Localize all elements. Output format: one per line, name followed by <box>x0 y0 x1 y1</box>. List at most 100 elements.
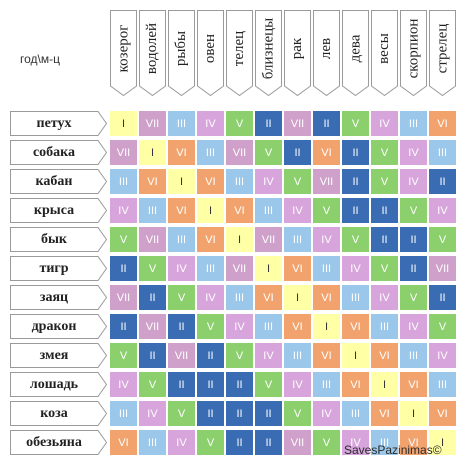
grid-cell: VII <box>110 285 137 310</box>
tab-shape <box>197 10 224 96</box>
grid-cell: V <box>255 140 282 165</box>
grid-cell: IV <box>313 401 340 426</box>
grid-cell: II <box>110 314 137 339</box>
grid-cell: II <box>371 198 398 223</box>
grid-cell: II <box>226 401 253 426</box>
grid-cell: II <box>168 372 195 397</box>
grid-cell: V <box>429 314 456 339</box>
grid-cell: V <box>139 256 166 281</box>
grid-cell: VI <box>110 430 137 455</box>
tab-shape <box>371 10 398 96</box>
grid-cell: V <box>429 227 456 252</box>
grid-cell: III <box>255 314 282 339</box>
animal-label: собака <box>32 144 76 160</box>
animal-header: лошадь <box>10 372 107 397</box>
tab-shape <box>429 10 456 96</box>
grid-cell: III <box>197 256 224 281</box>
grid-cell: III <box>226 169 253 194</box>
grid-cell: I <box>197 198 224 223</box>
grid-cell: IV <box>429 343 456 368</box>
grid-cell: VI <box>284 256 311 281</box>
tab-shape <box>10 169 107 194</box>
grid-cell: IV <box>197 285 224 310</box>
animal-header: змея <box>10 343 107 368</box>
grid-cell: VI <box>313 343 340 368</box>
grid-cell: V <box>284 169 311 194</box>
animal-label: тигр <box>39 260 69 276</box>
grid-cell: V <box>110 343 137 368</box>
zodiac-header: рыбы <box>168 10 195 96</box>
grid-cell: I <box>168 169 195 194</box>
grid-cell: II <box>139 343 166 368</box>
grid-cell: II <box>255 111 282 136</box>
grid-cell: II <box>400 227 427 252</box>
tab-shape <box>400 10 427 96</box>
grid-cell: VI <box>197 227 224 252</box>
zodiac-header: близнецы <box>255 10 282 96</box>
grid-cell: VII <box>110 140 137 165</box>
zodiac-label: лев <box>317 37 334 59</box>
grid-cell: V <box>342 111 369 136</box>
animal-header: крыса <box>10 198 107 223</box>
zodiac-header: стрелец <box>429 10 456 96</box>
animal-label: дракон <box>31 318 77 334</box>
grid-cell: I <box>342 343 369 368</box>
tab-shape <box>342 10 369 96</box>
grid-cell: V <box>371 256 398 281</box>
animal-header: петух <box>10 111 107 136</box>
grid-cell: V <box>139 372 166 397</box>
grid-cell: II <box>342 169 369 194</box>
zodiac-label: рыбы <box>173 30 190 66</box>
grid-cell: IV <box>168 430 195 455</box>
grid-cell: VII <box>226 140 253 165</box>
grid-cell: V <box>342 227 369 252</box>
grid-cell: I <box>429 430 456 455</box>
animal-label: петух <box>36 115 72 131</box>
animal-label: крыса <box>33 202 75 218</box>
grid-cell: V <box>168 285 195 310</box>
grid-cell: II <box>284 140 311 165</box>
grid-cell: III <box>168 111 195 136</box>
tab-shape <box>255 10 282 96</box>
zodiac-label: козерог <box>115 24 132 72</box>
animal-header: коза <box>10 401 107 426</box>
grid-cell: VI <box>371 401 398 426</box>
grid-cell: IV <box>110 372 137 397</box>
grid-cell: VI <box>168 140 195 165</box>
zodiac-label: близнецы <box>260 17 276 79</box>
tab-shape <box>10 285 107 310</box>
grid-cell: VI <box>313 285 340 310</box>
grid-cell: II <box>342 140 369 165</box>
grid-cell: IV <box>429 198 456 223</box>
zodiac-header: весы <box>371 10 398 96</box>
grid-cell: III <box>429 372 456 397</box>
watermark: SavesPazinimas© <box>344 443 442 457</box>
grid-cell: I <box>139 140 166 165</box>
animal-label: лошадь <box>29 376 79 392</box>
zodiac-label: водолей <box>144 22 160 74</box>
grid-cell: VII <box>313 169 340 194</box>
grid-cell: VII <box>255 227 282 252</box>
grid-cell: I <box>371 372 398 397</box>
grid-cell: II <box>139 285 166 310</box>
grid-cell: VI <box>284 314 311 339</box>
grid-cell: II <box>313 111 340 136</box>
tab-shape <box>10 401 107 426</box>
grid-cell: VII <box>168 343 195 368</box>
grid-cell: V <box>255 372 282 397</box>
zodiac-header: скорпион <box>400 10 427 96</box>
grid-cell: VI <box>400 430 427 455</box>
grid-cell: VI <box>255 285 282 310</box>
grid-cell: V <box>197 314 224 339</box>
grid-cell: V <box>284 401 311 426</box>
grid-cell: V <box>226 111 253 136</box>
tab-shape <box>168 10 195 96</box>
grid-cell: VI <box>168 198 195 223</box>
grid-cell: V <box>110 227 137 252</box>
grid-cell: III <box>284 343 311 368</box>
zodiac-header: овен <box>197 10 224 96</box>
grid-cell: V <box>226 343 253 368</box>
grid-cell: IV <box>342 256 369 281</box>
grid-cell: II <box>197 401 224 426</box>
grid-cell: VII <box>139 111 166 136</box>
